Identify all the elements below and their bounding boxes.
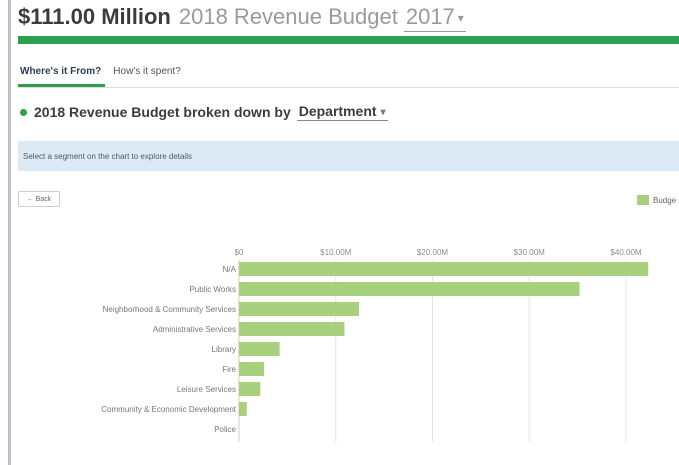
category-label[interactable]: Community & Economic Development [101, 405, 236, 414]
category-label[interactable]: Library [212, 345, 236, 354]
breakdown-label: 2018 Revenue Budget broken down by [34, 104, 291, 120]
year-value: 2017 [405, 4, 455, 29]
bar[interactable] [239, 322, 345, 336]
tab-hows-it-spent[interactable]: How's it spent? [113, 66, 181, 77]
category-label[interactable]: Administrative Services [153, 325, 236, 334]
green-dot-icon [20, 108, 27, 116]
category-label[interactable]: N/A [223, 265, 237, 274]
x-tick-label: $40.00M [610, 248, 641, 257]
x-tick-label: $30.00M [514, 248, 545, 257]
chevron-down-icon: ▾ [380, 106, 386, 118]
info-text: Select a segment on the chart to explore… [23, 151, 192, 161]
info-banner: Select a segment on the chart to explore… [18, 141, 679, 171]
page-header: $111.00 Million 2018 Revenue Budget 2017… [18, 4, 679, 34]
x-tick-label: $10.00M [320, 248, 351, 257]
dimension-dropdown[interactable]: Department ▾ [296, 103, 388, 121]
category-label[interactable]: Neighborhood & Community Services [103, 305, 236, 314]
total-amount: $111.00 Million [18, 4, 171, 29]
chevron-down-icon: ▾ [457, 11, 464, 26]
chart-legend[interactable]: Budge [637, 194, 679, 206]
tab-wheres-it-from[interactable]: Where's it From? [18, 66, 106, 87]
category-label[interactable]: Leisure Services [177, 385, 236, 394]
x-tick-label: $20.00M [417, 248, 448, 257]
bar[interactable] [239, 262, 649, 276]
category-label[interactable]: Fire [222, 365, 236, 374]
breakdown-heading: 2018 Revenue Budget broken down by Depar… [20, 100, 388, 124]
dimension-value: Department [298, 103, 377, 119]
bar[interactable] [239, 342, 280, 356]
year-dropdown[interactable]: 2017 ▾ [403, 4, 466, 32]
left-border [8, 0, 11, 465]
accent-bar [18, 36, 679, 44]
bar[interactable] [239, 362, 265, 376]
bar[interactable] [239, 402, 247, 416]
legend-label: Budge [653, 195, 677, 205]
back-button[interactable]: ← Back [18, 191, 60, 207]
category-label[interactable]: Police [214, 425, 236, 434]
bar[interactable] [239, 282, 580, 296]
category-label[interactable]: Public Works [189, 285, 236, 294]
bar[interactable] [239, 382, 261, 396]
legend-swatch [637, 195, 649, 205]
tab-bar: Where's it From? How's it spent? [18, 55, 679, 88]
page-subtitle: 2018 Revenue Budget [178, 4, 398, 29]
x-tick-label: $0 [235, 248, 244, 257]
bar[interactable] [239, 302, 359, 316]
